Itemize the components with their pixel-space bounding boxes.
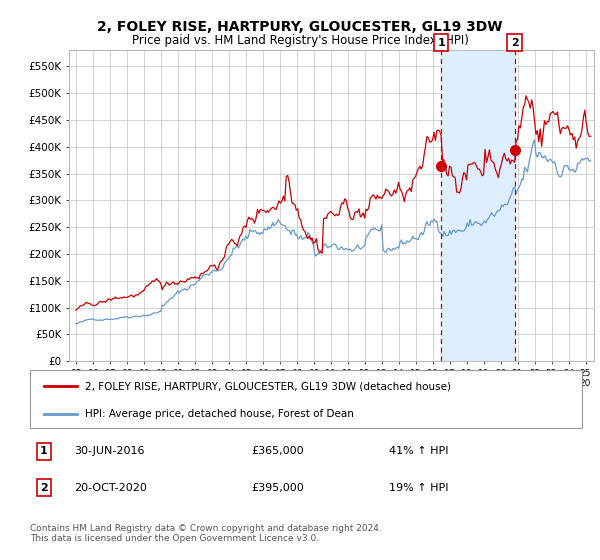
Text: Price paid vs. HM Land Registry's House Price Index (HPI): Price paid vs. HM Land Registry's House …	[131, 34, 469, 46]
FancyBboxPatch shape	[30, 370, 582, 428]
Bar	[441, 50, 515, 361]
Text: 30-JUN-2016: 30-JUN-2016	[74, 446, 145, 456]
Text: 20-OCT-2020: 20-OCT-2020	[74, 483, 147, 493]
Text: 1: 1	[40, 446, 47, 456]
Text: 19% ↑ HPI: 19% ↑ HPI	[389, 483, 448, 493]
Text: 2: 2	[511, 38, 518, 48]
Text: HPI: Average price, detached house, Forest of Dean: HPI: Average price, detached house, Fore…	[85, 409, 354, 419]
Text: Contains HM Land Registry data © Crown copyright and database right 2024.
This d: Contains HM Land Registry data © Crown c…	[30, 524, 382, 543]
Text: £365,000: £365,000	[251, 446, 304, 456]
Text: 2: 2	[40, 483, 47, 493]
Text: 41% ↑ HPI: 41% ↑ HPI	[389, 446, 448, 456]
Text: 2, FOLEY RISE, HARTPURY, GLOUCESTER, GL19 3DW: 2, FOLEY RISE, HARTPURY, GLOUCESTER, GL1…	[97, 20, 503, 34]
Text: 2, FOLEY RISE, HARTPURY, GLOUCESTER, GL19 3DW (detached house): 2, FOLEY RISE, HARTPURY, GLOUCESTER, GL1…	[85, 381, 451, 391]
Text: 1: 1	[437, 38, 445, 48]
Text: £395,000: £395,000	[251, 483, 304, 493]
